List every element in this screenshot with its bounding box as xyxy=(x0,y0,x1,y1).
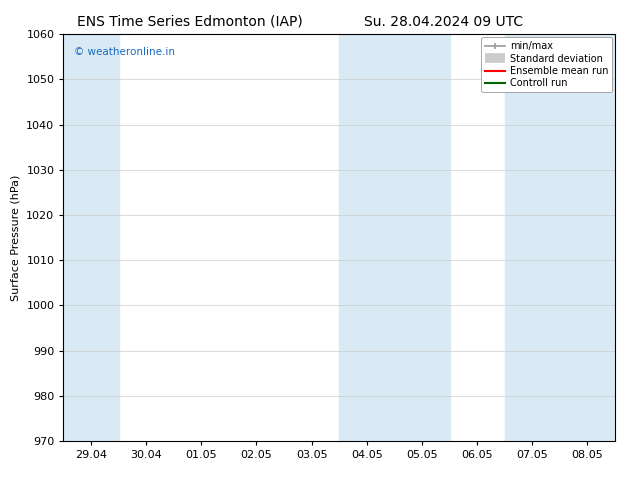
Bar xyxy=(505,34,615,441)
Text: ENS Time Series Edmonton (IAP): ENS Time Series Edmonton (IAP) xyxy=(77,15,303,29)
Text: Su. 28.04.2024 09 UTC: Su. 28.04.2024 09 UTC xyxy=(365,15,523,29)
Legend: min/max, Standard deviation, Ensemble mean run, Controll run: min/max, Standard deviation, Ensemble me… xyxy=(481,37,612,92)
Y-axis label: Surface Pressure (hPa): Surface Pressure (hPa) xyxy=(11,174,21,301)
Text: © weatheronline.in: © weatheronline.in xyxy=(74,47,176,56)
Bar xyxy=(63,34,119,441)
Bar xyxy=(339,34,450,441)
